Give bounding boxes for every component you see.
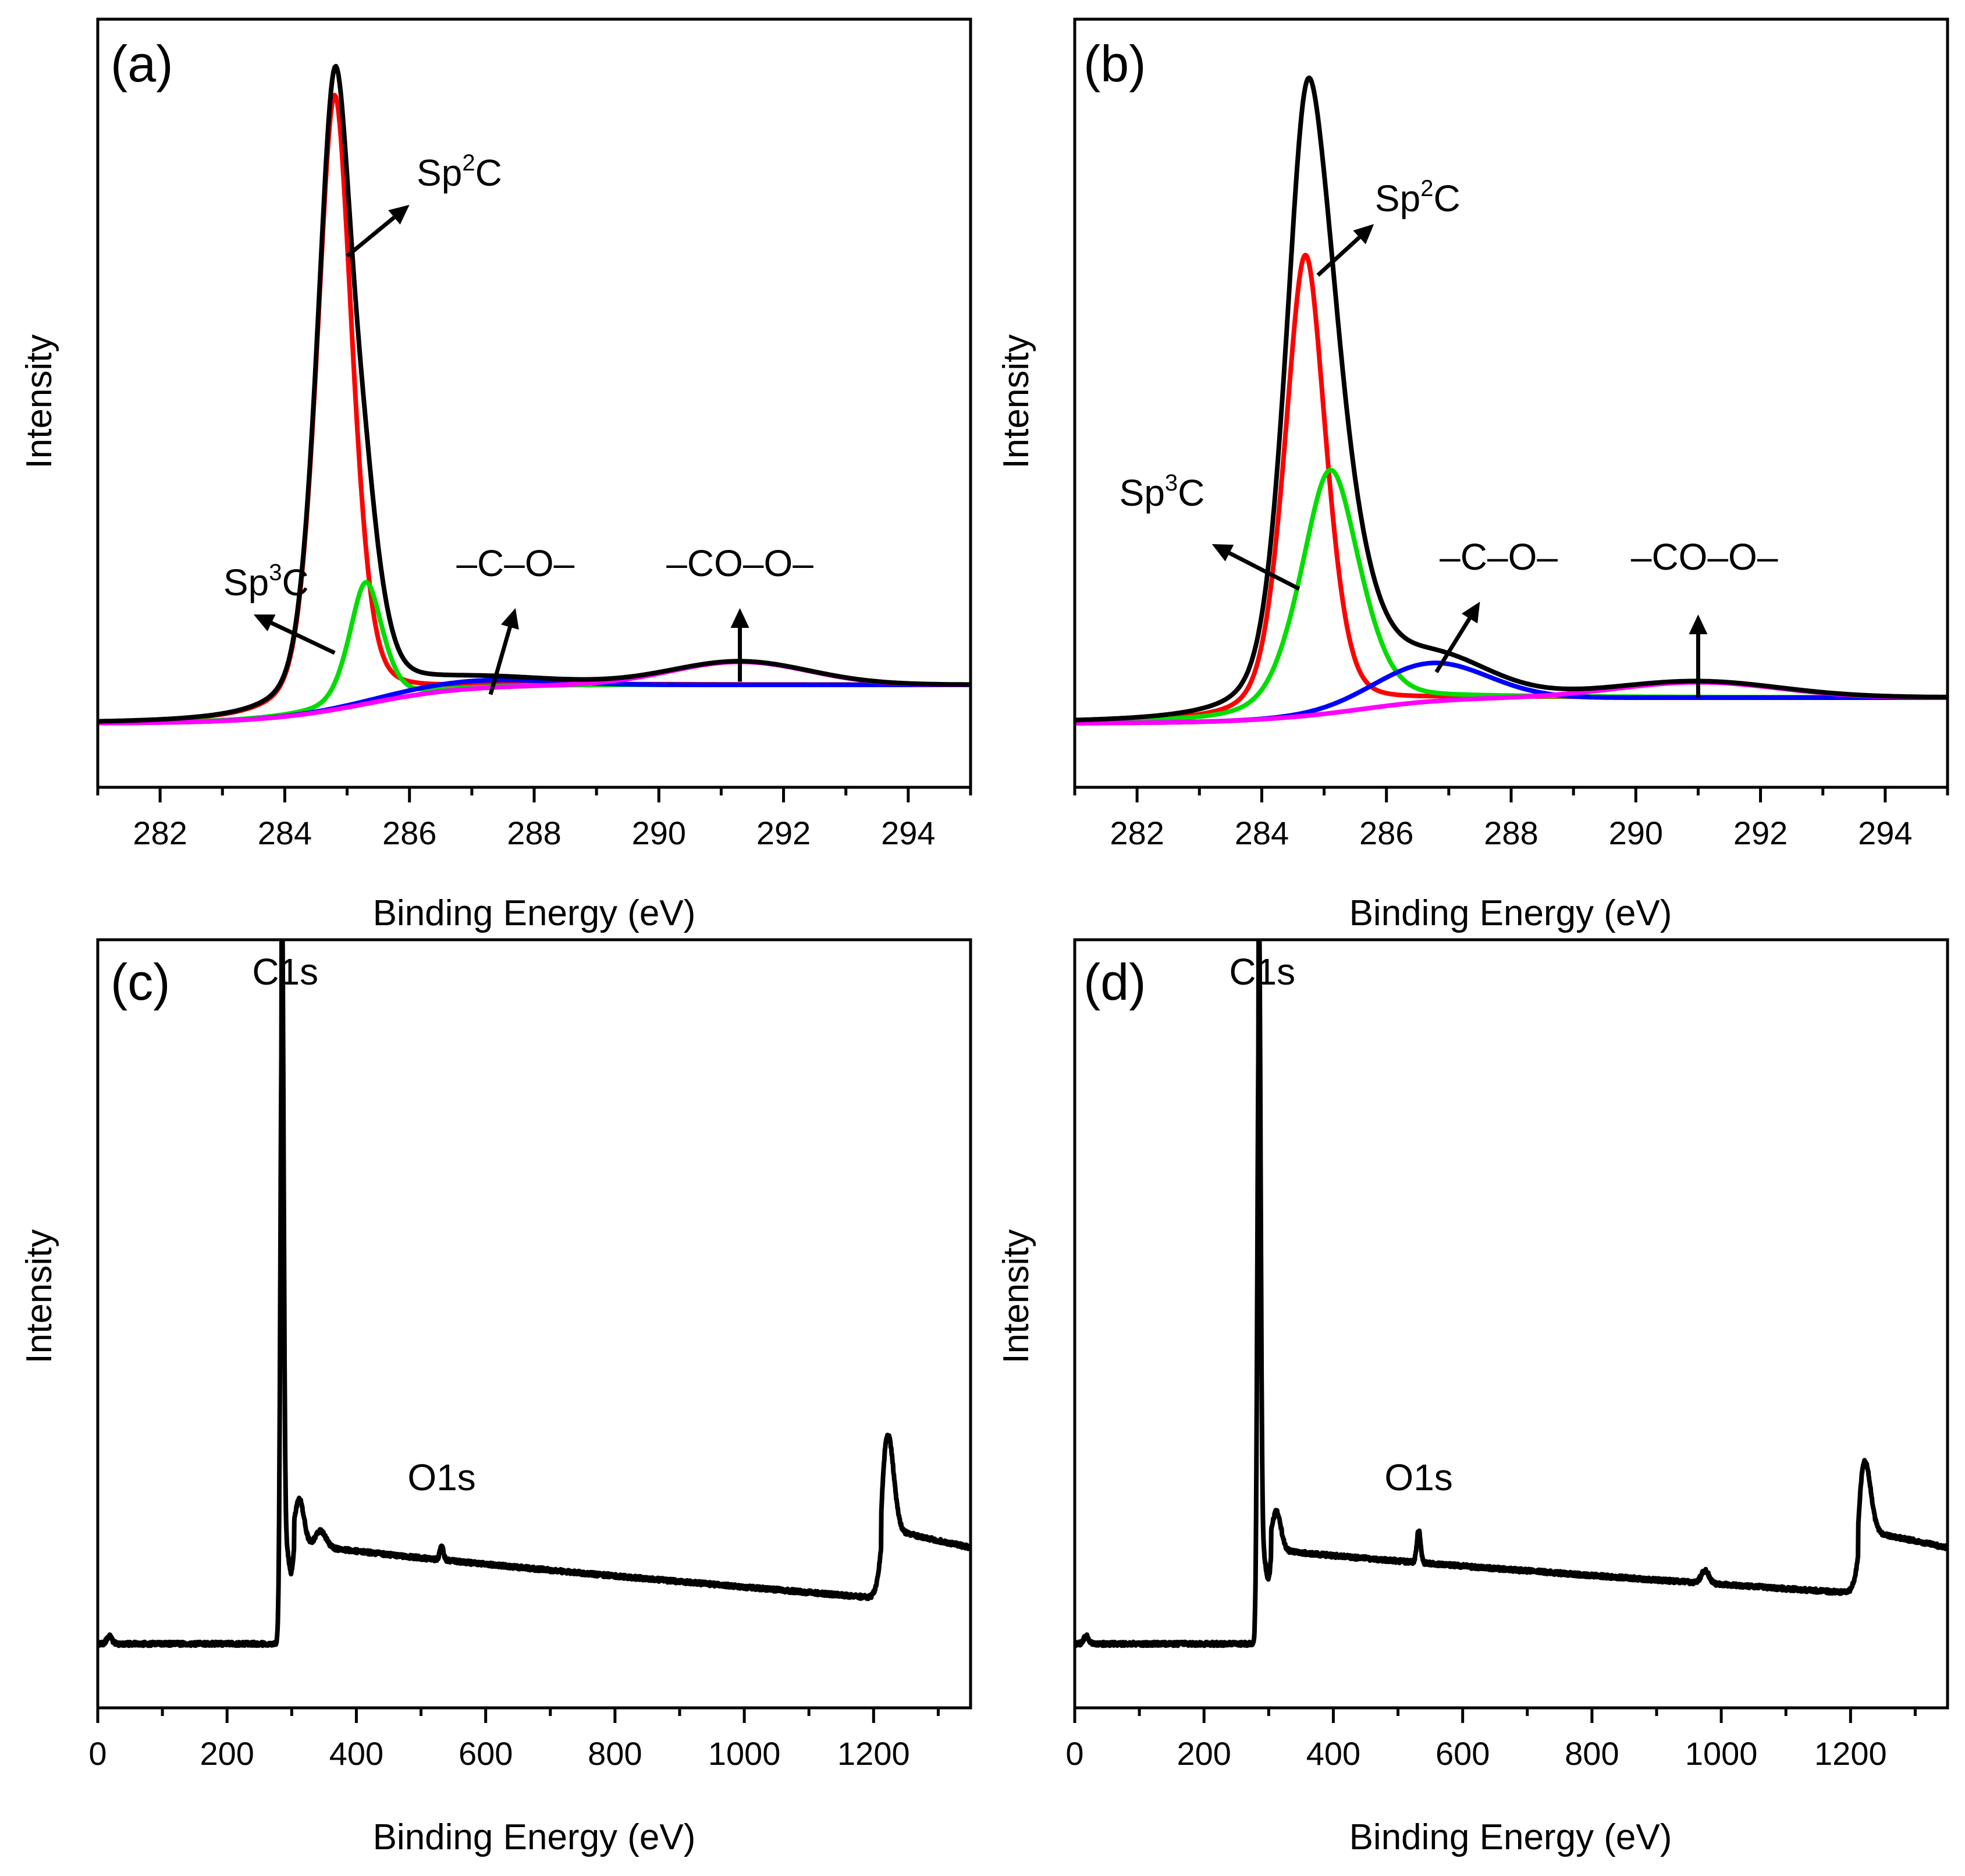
series-envelope xyxy=(1075,75,1948,723)
annotation-arrow xyxy=(1316,236,1361,277)
x-tick-label: 1000 xyxy=(1685,1735,1758,1772)
plot-frame xyxy=(96,938,972,1710)
y-axis-title: Intensity xyxy=(996,1230,1036,1364)
x-axis-title: Binding Energy (eV) xyxy=(1349,1817,1672,1857)
annotation-arrow xyxy=(346,215,396,258)
peak-annotation: Sp3C xyxy=(1120,470,1205,514)
x-axis-title: Binding Energy (eV) xyxy=(373,893,696,933)
x-tick-label: 282 xyxy=(133,815,187,851)
y-axis-title: Intensity xyxy=(19,1230,59,1364)
annotation-arrowhead xyxy=(1353,224,1374,244)
plot-area xyxy=(1075,75,1948,726)
annotation-arrow xyxy=(1228,551,1300,591)
peak-annotation: Sp3C xyxy=(223,560,309,603)
peak-annotation: –C–O– xyxy=(456,542,574,584)
x-axis-title: Binding Energy (eV) xyxy=(373,1817,696,1857)
annotation-arrow xyxy=(1434,617,1472,673)
x-tick-label: 1200 xyxy=(1814,1735,1887,1772)
annotation-arrowhead xyxy=(1689,614,1708,634)
annotation-arrow xyxy=(488,626,512,695)
x-tick-label: 288 xyxy=(1484,815,1538,851)
panel-label: (d) xyxy=(1083,953,1146,1011)
panel-c: (c) Binding Energy (eV) Intensity 0 200 40… xyxy=(19,938,972,1857)
x-tick-label: 290 xyxy=(632,815,686,851)
panel-label: (b) xyxy=(1083,35,1146,93)
plot-area xyxy=(98,63,971,726)
peak-annotation: Sp2C xyxy=(1375,176,1461,219)
y-axis-title: Intensity xyxy=(996,335,1036,469)
panel-label: (c) xyxy=(111,953,170,1011)
annotation-arrowhead xyxy=(253,614,276,632)
x-tick-label: 294 xyxy=(881,815,935,851)
x-tick-label: 0 xyxy=(88,1735,106,1772)
series-survey-spectrum xyxy=(98,940,971,1648)
x-tick-label: 0 xyxy=(1065,1735,1083,1772)
x-tick-label: 200 xyxy=(200,1735,254,1772)
x-tick-label: 200 xyxy=(1177,1735,1231,1772)
x-tick-label: 800 xyxy=(1565,1735,1619,1772)
x-tick-label: 600 xyxy=(1435,1735,1490,1772)
panel-label: (a) xyxy=(111,35,173,93)
peak-annotation: C1s xyxy=(252,951,318,993)
x-tick-label: 284 xyxy=(1235,815,1289,851)
x-tick-label: 282 xyxy=(1110,815,1164,851)
panel-b: (b) Binding Energy (eV) Intensity 282 284… xyxy=(996,17,1949,933)
panel-d: (d) Binding Energy (eV) Intensity 0 200 40… xyxy=(996,938,1949,1857)
annotation-arrowhead xyxy=(388,205,410,225)
x-tick-label: 800 xyxy=(588,1735,642,1772)
x-tick-label: 288 xyxy=(507,815,561,851)
annotation-arrowhead xyxy=(730,608,749,628)
peak-annotation: –CO–O– xyxy=(1631,536,1778,578)
x-tick-label: 400 xyxy=(1306,1735,1360,1772)
x-tick-label: 1200 xyxy=(837,1735,910,1772)
peak-annotation: –C–O– xyxy=(1440,536,1558,578)
plot-frame xyxy=(96,17,972,789)
x-tick-label: 286 xyxy=(382,815,436,851)
panel-a: (a) Binding Energy (eV) Intensity 282 284… xyxy=(19,17,972,933)
x-tick-label: 290 xyxy=(1609,815,1663,851)
plot-area xyxy=(1075,940,1948,1648)
plot-area xyxy=(98,940,971,1648)
peak-annotation: O1s xyxy=(407,1456,475,1498)
peak-annotation: C1s xyxy=(1229,951,1295,993)
x-tick-label: 400 xyxy=(329,1735,383,1772)
annotation-arrowhead xyxy=(1211,544,1234,562)
annotation-arrowhead xyxy=(1461,602,1480,624)
annotation-arrow xyxy=(271,621,336,655)
peak-annotation: Sp2C xyxy=(417,150,502,194)
series-survey-spectrum xyxy=(1075,940,1948,1648)
x-tick-label: 284 xyxy=(258,815,312,851)
peak-annotation: –CO–O– xyxy=(666,542,813,584)
x-tick-label: 1000 xyxy=(708,1735,781,1772)
series-envelope xyxy=(98,63,971,724)
y-axis-title: Intensity xyxy=(19,335,59,469)
x-tick-label: 600 xyxy=(459,1735,513,1772)
plot-frame xyxy=(1073,17,1949,789)
x-axis-title: Binding Energy (eV) xyxy=(1349,893,1672,933)
x-tick-label: 286 xyxy=(1359,815,1413,851)
x-tick-label: 292 xyxy=(1733,815,1788,851)
annotation-arrowhead xyxy=(501,608,519,630)
x-tick-label: 294 xyxy=(1858,815,1912,851)
peak-annotation: O1s xyxy=(1384,1456,1452,1498)
x-tick-label: 292 xyxy=(756,815,811,851)
plot-frame xyxy=(1073,938,1949,1710)
